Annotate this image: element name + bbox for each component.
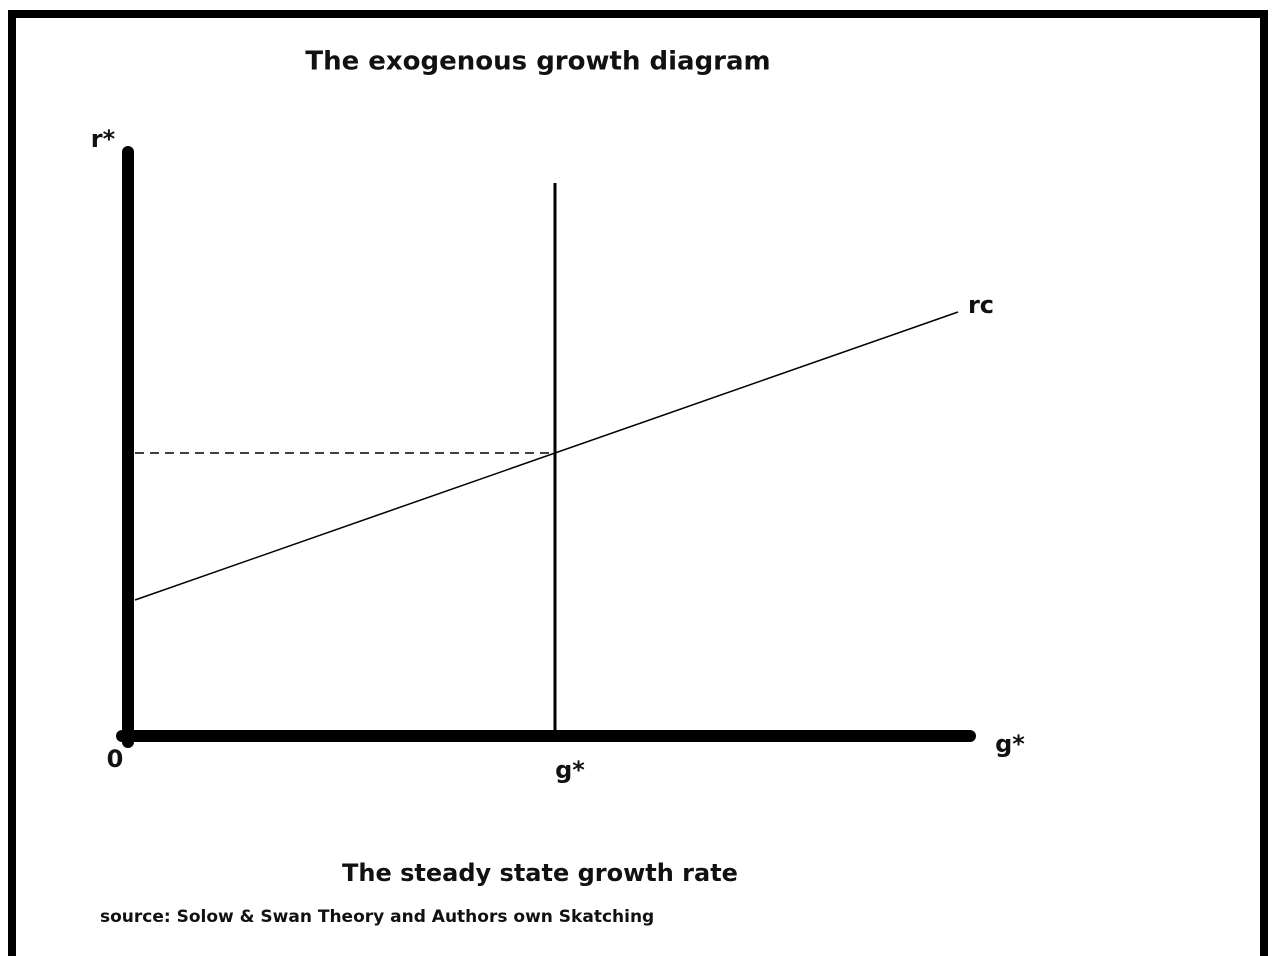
origin-label: 0 [107, 745, 124, 773]
x-axis-label: g* [995, 730, 1025, 758]
caption: The steady state growth rate [342, 859, 738, 887]
source: source: Solow & Swan Theory and Authors … [100, 907, 654, 927]
frame [8, 10, 1268, 956]
rc-line [134, 311, 959, 601]
title: The exogenous growth diagram [305, 47, 770, 77]
steady-state-label: g* [555, 756, 585, 784]
rc-label: rc [968, 291, 994, 319]
y-axis-label: r* [91, 125, 116, 153]
